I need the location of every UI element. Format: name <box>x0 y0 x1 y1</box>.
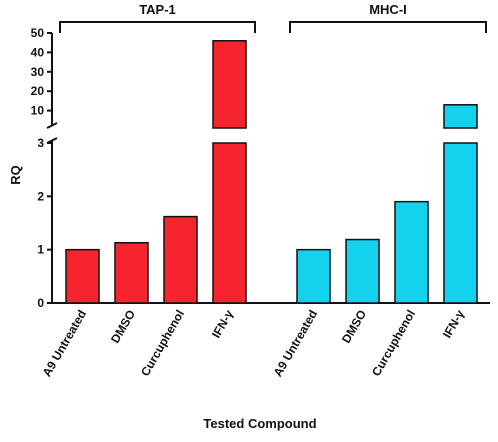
mhc-i-bar <box>394 200 429 304</box>
category-label: IFN-γ <box>440 307 467 340</box>
y-tick-label: 50 <box>31 26 45 40</box>
category-label: A9 Untreated <box>40 308 89 380</box>
category-label: Curcuphenol <box>369 308 418 379</box>
mhc-i-bar <box>296 248 331 304</box>
y-tick-label: 3 <box>37 136 44 150</box>
category-label: A9 Untreated <box>271 308 320 380</box>
y-tick-label: 30 <box>31 65 45 79</box>
tap-1-bar <box>212 142 247 304</box>
tap-1-bar-upper <box>212 40 247 129</box>
y-axis-title: RQ <box>8 165 23 185</box>
tap-1-group-bracket <box>59 21 256 33</box>
mhc-i-bar <box>443 142 478 304</box>
y-tick-label: 0 <box>37 296 44 310</box>
y-tick-label: 2 <box>37 189 44 203</box>
tap-1-bar <box>163 215 198 304</box>
category-label: DMSO <box>339 308 369 346</box>
axis-break-mark <box>46 122 58 129</box>
mhc-i-group-bracket <box>289 21 487 33</box>
x-axis-title: Tested Compound <box>203 416 316 431</box>
y-tick-label: 20 <box>31 84 45 98</box>
category-label: Curcuphenol <box>138 308 187 379</box>
tap-1-bar <box>65 248 100 304</box>
y-tick-label: 40 <box>31 45 45 59</box>
y-tick-label: 10 <box>31 104 45 118</box>
y-tick-label: 1 <box>37 243 44 257</box>
tap-1-bar <box>114 241 149 304</box>
mhc-i-bar-upper <box>443 104 478 129</box>
category-label: IFN-γ <box>209 307 236 340</box>
tap-1-group-label: TAP-1 <box>139 2 176 17</box>
mhc-i-bar <box>345 238 380 304</box>
category-label: DMSO <box>108 308 138 346</box>
mhc-i-group-label: MHC-I <box>369 2 407 17</box>
